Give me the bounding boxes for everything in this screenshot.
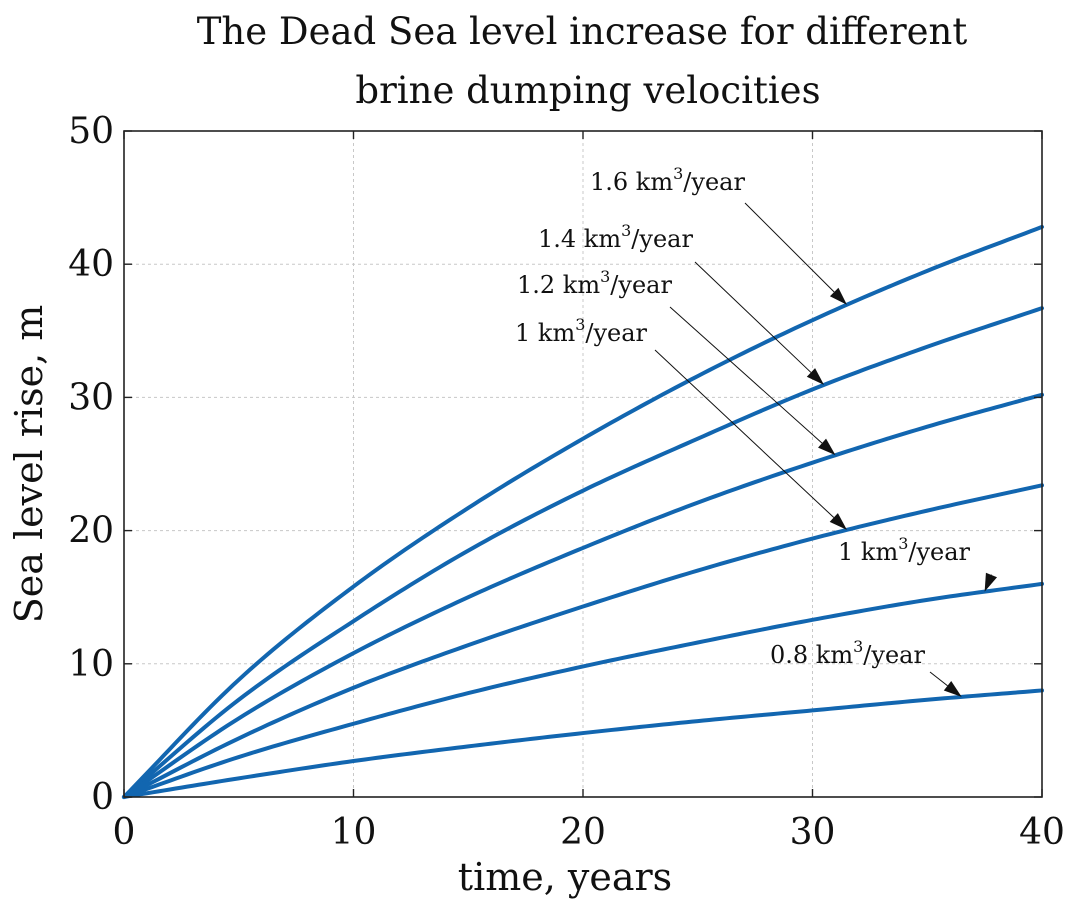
series-line [122,392,1044,799]
annotation-arrowhead [943,681,962,697]
annotation-arrowhead [806,368,824,385]
series-line [122,688,1044,799]
annotation-arrowhead [818,438,836,456]
annotation-arrow [669,306,823,444]
annotation-label: 1.2 km3/year [517,267,672,299]
series-line [122,224,1044,799]
annotation-arrow [929,671,948,687]
y-tick-label: 20 [68,511,114,552]
x-tick-label: 40 [1019,812,1065,853]
tick-labels: 0 10 20 30 40 0 10 20 30 40 50 [68,111,1065,853]
annotation-arrow [654,349,835,518]
y-tick-label: 30 [68,377,114,418]
x-tick-label: 20 [560,812,606,853]
x-tick-label: 0 [113,812,136,853]
x-tick-label: 10 [331,812,377,853]
annotation-arrow [694,261,812,373]
annotation-arrowhead [829,287,847,305]
series-line [122,483,1044,799]
annotation-arrow [744,202,835,293]
series-line [122,581,1044,799]
annotation-label: 1 km3/year [515,315,648,347]
y-tick-label: 0 [91,777,114,818]
annotation-arrowhead [984,572,998,592]
series-lines [122,224,1044,799]
chart-title-line-1: The Dead Sea level increase for differen… [197,10,968,53]
annotation-arrowhead [829,513,847,530]
annotations: 1.6 km3/year 1.4 km3/year 1.2 km3/year 1 km… [515,164,998,697]
x-tick-label: 30 [790,812,836,853]
grid [124,131,1042,797]
series-line [122,306,1044,799]
y-tick-label: 50 [68,111,114,152]
annotation-label: 0.8 km3/year [770,637,925,669]
y-tick-label: 10 [68,644,114,685]
annotation-label: 1.6 km3/year [590,164,745,196]
annotation-label: 1.4 km3/year [538,221,693,253]
y-tick-label: 40 [68,244,114,285]
y-axis-label: Sea level rise, m [7,305,51,624]
annotation-label: 1 km3/year [838,534,971,566]
x-axis-label: time, years [458,855,672,899]
chart-title-line-2: brine dumping velocities [355,69,820,112]
